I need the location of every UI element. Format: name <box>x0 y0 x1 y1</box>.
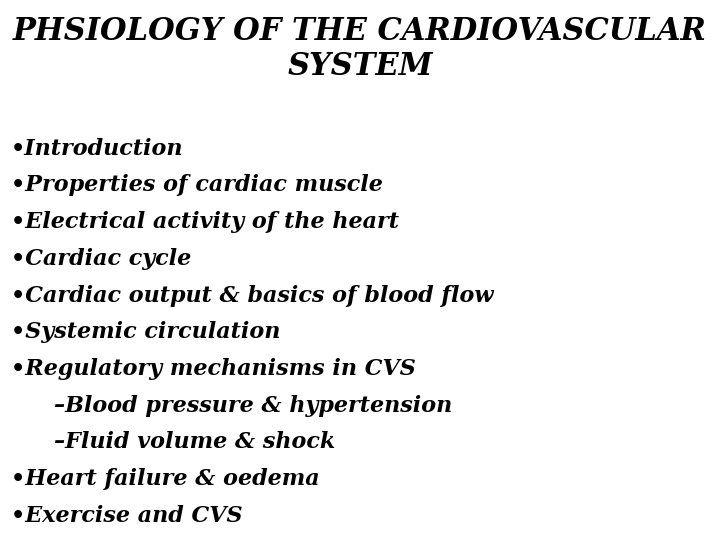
Text: •Systemic circulation: •Systemic circulation <box>11 321 280 343</box>
Text: –Blood pressure & hypertension: –Blood pressure & hypertension <box>54 395 452 417</box>
Text: •Properties of cardiac muscle: •Properties of cardiac muscle <box>11 174 382 197</box>
Text: •Introduction: •Introduction <box>11 138 184 160</box>
Text: •Cardiac cycle: •Cardiac cycle <box>11 248 191 270</box>
Text: –Fluid volume & shock: –Fluid volume & shock <box>54 431 336 454</box>
Text: •Electrical activity of the heart: •Electrical activity of the heart <box>11 211 399 233</box>
Text: •Cardiac output & basics of blood flow: •Cardiac output & basics of blood flow <box>11 285 493 307</box>
Text: •Regulatory mechanisms in CVS: •Regulatory mechanisms in CVS <box>11 358 415 380</box>
Text: •Heart failure & oedema: •Heart failure & oedema <box>11 468 320 490</box>
Text: PHSIOLOGY OF THE CARDIOVASCULAR
SYSTEM: PHSIOLOGY OF THE CARDIOVASCULAR SYSTEM <box>13 16 707 82</box>
Text: •Exercise and CVS: •Exercise and CVS <box>11 505 243 527</box>
